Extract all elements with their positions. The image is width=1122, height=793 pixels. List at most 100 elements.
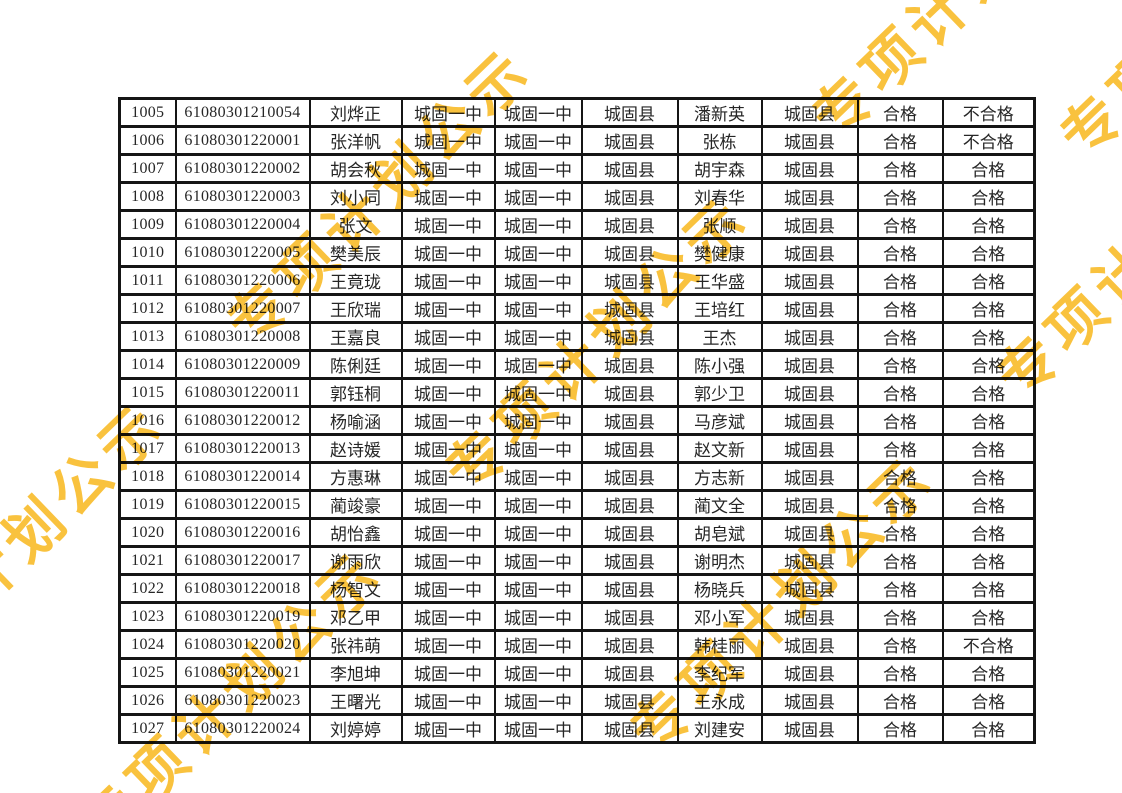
table-cell: 1021 [118,545,177,576]
table-cell: 城固一中 [400,97,496,128]
table-cell: 1019 [118,489,177,520]
table-cell: 城固一中 [493,685,583,716]
table-cell: 合格 [856,181,944,212]
table-cell: 1022 [118,573,177,604]
table-cell: 城固县 [580,461,679,492]
table-row: 1015 61080301220011 郭钰桐 城固一中 城固一中 城固县 郭少卫 城固县 合格… [118,377,1036,408]
table-cell: 城固县 [760,405,859,436]
table-cell: 合格 [856,629,944,660]
table-cell: 城固县 [760,97,859,128]
table-cell: 合格 [856,237,944,268]
table-cell: 61080301220016 [174,517,311,548]
table-cell: 1015 [118,377,177,408]
table-cell: 李旭坤 [308,657,403,688]
table-cell: 城固一中 [493,265,583,296]
table-cell: 1026 [118,685,177,716]
table-cell: 合格 [856,685,944,716]
table-cell: 城固一中 [400,573,496,604]
table-cell: 合格 [941,349,1036,380]
table-cell: 陈俐廷 [308,349,403,380]
qualification-table-body: 1005 61080301210054 刘烨正 城固一中 城固一中 城固县 潘新英 城固县 合格… [118,97,1036,744]
table-row: 1026 61080301220023 王曙光 城固一中 城固一中 城固县 王永成 城固县 合格… [118,685,1036,716]
table-cell: 城固一中 [493,433,583,464]
table-cell: 杨智文 [308,573,403,604]
table-cell: 城固县 [580,517,679,548]
table-cell: 合格 [856,405,944,436]
table-cell: 城固一中 [400,237,496,268]
qualification-table: 1005 61080301210054 刘烨正 城固一中 城固一中 城固县 潘新英 城固县 合格… [118,97,1036,744]
table-cell: 王杰 [676,321,763,352]
table-cell: 城固县 [760,601,859,632]
table-cell: 61080301220020 [174,629,311,660]
table-cell: 合格 [941,517,1036,548]
table-cell: 城固一中 [493,461,583,492]
table-cell: 张洋帆 [308,125,403,156]
table-cell: 61080301220003 [174,181,311,212]
table-cell: 王竟珑 [308,265,403,296]
table-cell: 城固县 [760,181,859,212]
table-cell: 合格 [856,601,944,632]
table-cell: 城固一中 [400,629,496,660]
table-cell: 合格 [856,461,944,492]
table-cell: 樊美辰 [308,237,403,268]
table-cell: 合格 [941,209,1036,240]
table-cell: 合格 [856,265,944,296]
table-cell: 61080301210054 [174,97,311,128]
table-cell: 合格 [856,433,944,464]
table-cell: 城固县 [760,209,859,240]
table-cell: 马彦斌 [676,405,763,436]
table-cell: 城固一中 [400,125,496,156]
table-cell: 合格 [856,377,944,408]
table-cell: 王曙光 [308,685,403,716]
table-cell: 合格 [856,153,944,184]
table-cell: 胡怡鑫 [308,517,403,548]
table-cell: 城固一中 [400,321,496,352]
table-row: 1016 61080301220012 杨喻涵 城固一中 城固一中 城固县 马彦斌 城固县 合格… [118,405,1036,436]
table-cell: 合格 [856,573,944,604]
table-cell: 合格 [941,321,1036,352]
table-cell: 城固县 [580,237,679,268]
table-cell: 邓乙甲 [308,601,403,632]
table-cell: 合格 [941,545,1036,576]
table-cell: 城固县 [580,573,679,604]
table-cell: 城固一中 [493,517,583,548]
table-cell: 61080301220006 [174,265,311,296]
table-cell: 城固一中 [400,685,496,716]
table-cell: 合格 [856,489,944,520]
table-cell: 合格 [856,97,944,128]
table-cell: 1008 [118,181,177,212]
table-cell: 城固县 [580,293,679,324]
table-cell: 城固县 [580,657,679,688]
table-cell: 合格 [941,713,1036,744]
table-cell: 合格 [856,125,944,156]
table-row: 1014 61080301220009 陈俐廷 城固一中 城固一中 城固县 陈小强 城固县 合格… [118,349,1036,380]
table-cell: 合格 [856,209,944,240]
table-cell: 城固县 [760,433,859,464]
table-cell: 61080301220001 [174,125,311,156]
table-cell: 合格 [941,181,1036,212]
table-cell: 城固县 [580,545,679,576]
table-cell: 城固一中 [493,489,583,520]
table-row: 1010 61080301220005 樊美辰 城固一中 城固一中 城固县 樊健康 城固县 合格… [118,237,1036,268]
table-cell: 城固一中 [493,377,583,408]
table-row: 1005 61080301210054 刘烨正 城固一中 城固一中 城固县 潘新英 城固县 合格… [118,97,1036,128]
table-cell: 城固县 [580,97,679,128]
table-cell: 赵诗媛 [308,433,403,464]
table-cell: 61080301220015 [174,489,311,520]
table-cell: 合格 [941,153,1036,184]
table-cell: 城固县 [760,377,859,408]
watermark-text: 专项计划公示 [1048,0,1122,171]
table-row: 1023 61080301220019 邓乙甲 城固一中 城固一中 城固县 邓小军 城固县 合格… [118,601,1036,632]
table-cell: 城固一中 [400,601,496,632]
table-cell: 王永成 [676,685,763,716]
table-cell: 合格 [856,545,944,576]
table-cell: 合格 [941,573,1036,604]
table-row: 1027 61080301220024 刘婷婷 城固一中 城固一中 城固县 刘建安 城固县 合格… [118,713,1036,744]
table-cell: 合格 [941,293,1036,324]
table-cell: 城固一中 [400,181,496,212]
table-cell: 城固一中 [493,349,583,380]
table-cell: 城固一中 [400,489,496,520]
table-cell: 城固县 [580,349,679,380]
table-cell: 蔺文全 [676,489,763,520]
